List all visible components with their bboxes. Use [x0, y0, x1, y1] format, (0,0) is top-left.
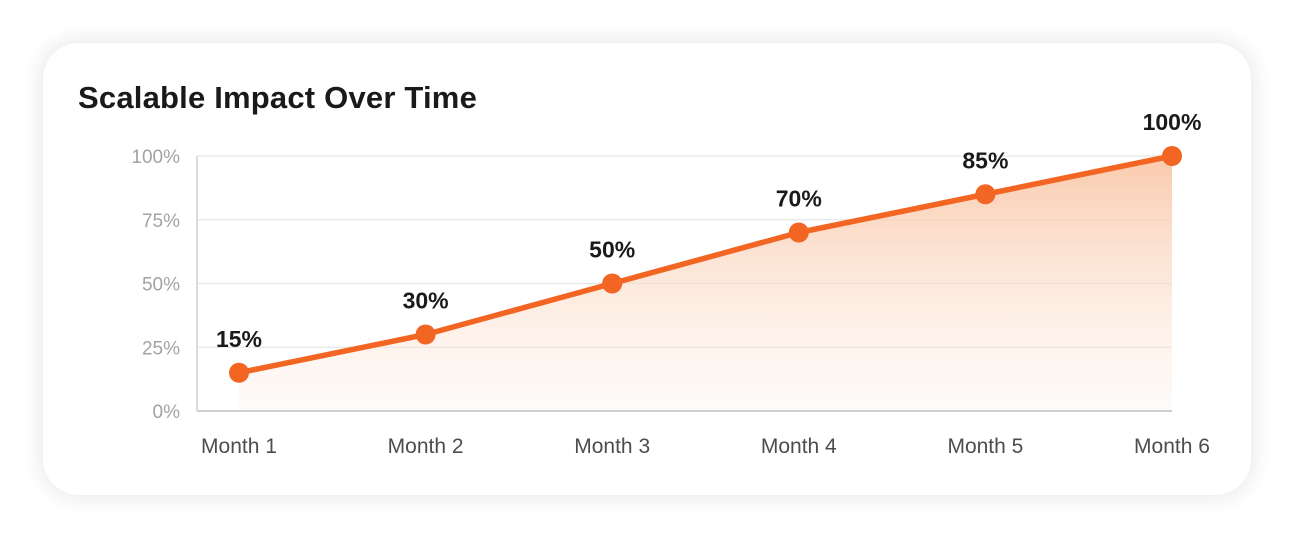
- data-label: 70%: [776, 186, 822, 212]
- data-label: 30%: [403, 288, 449, 314]
- y-tick-label: 0%: [153, 402, 181, 423]
- data-point: [602, 273, 623, 294]
- data-point: [788, 222, 809, 243]
- data-points: [229, 146, 1182, 383]
- x-tick-label: Month 4: [761, 435, 837, 458]
- x-tick-label: Month 2: [388, 435, 464, 458]
- y-tick-label: 25%: [142, 338, 180, 359]
- data-point: [415, 324, 436, 345]
- data-label: 85%: [962, 147, 1008, 173]
- x-tick-label: Month 6: [1134, 435, 1210, 458]
- x-tick-label: Month 3: [574, 435, 650, 458]
- area-fill: [239, 156, 1172, 411]
- data-label: 100%: [1143, 109, 1202, 135]
- data-label: 15%: [216, 326, 262, 352]
- data-labels: 15% 30% 50% 70% 85% 100%: [216, 109, 1201, 352]
- data-point: [229, 362, 249, 383]
- x-tick-label: Month 5: [947, 435, 1023, 458]
- data-point: [1162, 146, 1182, 166]
- y-tick-label: 100%: [131, 147, 180, 168]
- series-line-path: [236, 153, 1175, 376]
- chart-title: Scalable Impact Over Time: [78, 80, 478, 115]
- y-tick-label: 50%: [142, 275, 180, 296]
- x-tick-label: Month 1: [201, 435, 277, 458]
- axes: Month 1 Month 2 Month 3 Month 4 Month 5 Month…: [196, 156, 1210, 458]
- y-tick-label: 75%: [142, 211, 180, 232]
- series-area: [239, 156, 1172, 411]
- data-point: [975, 184, 996, 205]
- data-label: 50%: [589, 237, 635, 263]
- series-line: [236, 153, 1175, 376]
